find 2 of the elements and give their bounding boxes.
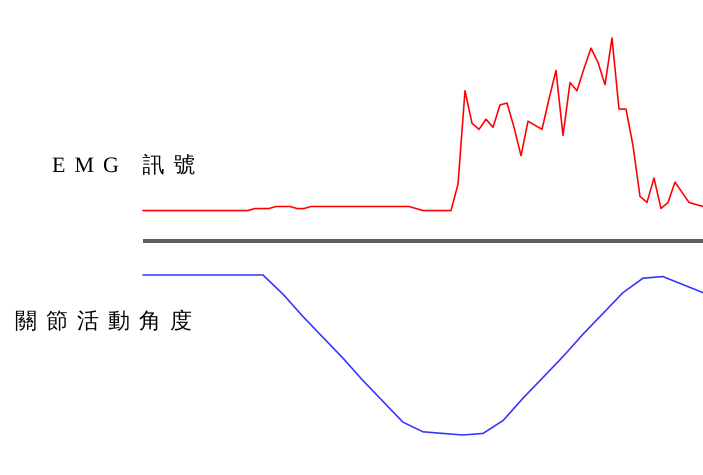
y-axis-title: 關節活動角度: [15, 308, 201, 333]
y-axis-title: EMG 訊號: [52, 152, 204, 177]
